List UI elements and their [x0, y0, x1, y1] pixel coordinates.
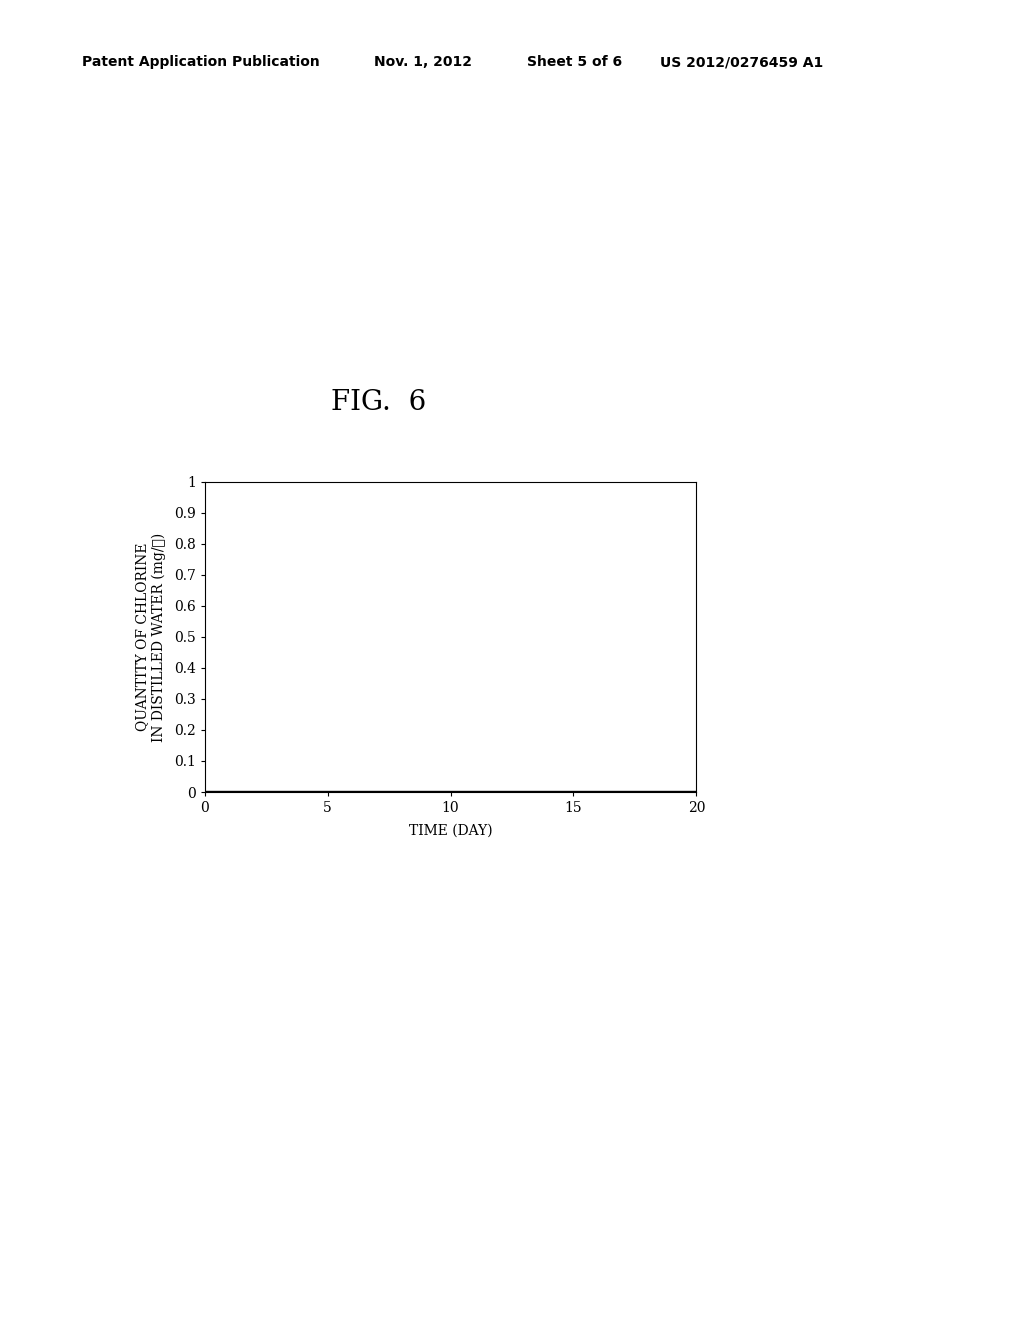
Text: US 2012/0276459 A1: US 2012/0276459 A1: [660, 55, 823, 70]
Y-axis label: QUANTITY OF CHLORINE
IN DISTILLED WATER (mg/ℓ): QUANTITY OF CHLORINE IN DISTILLED WATER …: [135, 532, 166, 742]
Text: FIG.  6: FIG. 6: [331, 389, 427, 416]
Text: Nov. 1, 2012: Nov. 1, 2012: [374, 55, 472, 70]
Text: Patent Application Publication: Patent Application Publication: [82, 55, 319, 70]
Text: Sheet 5 of 6: Sheet 5 of 6: [527, 55, 623, 70]
X-axis label: TIME (DAY): TIME (DAY): [409, 824, 493, 837]
